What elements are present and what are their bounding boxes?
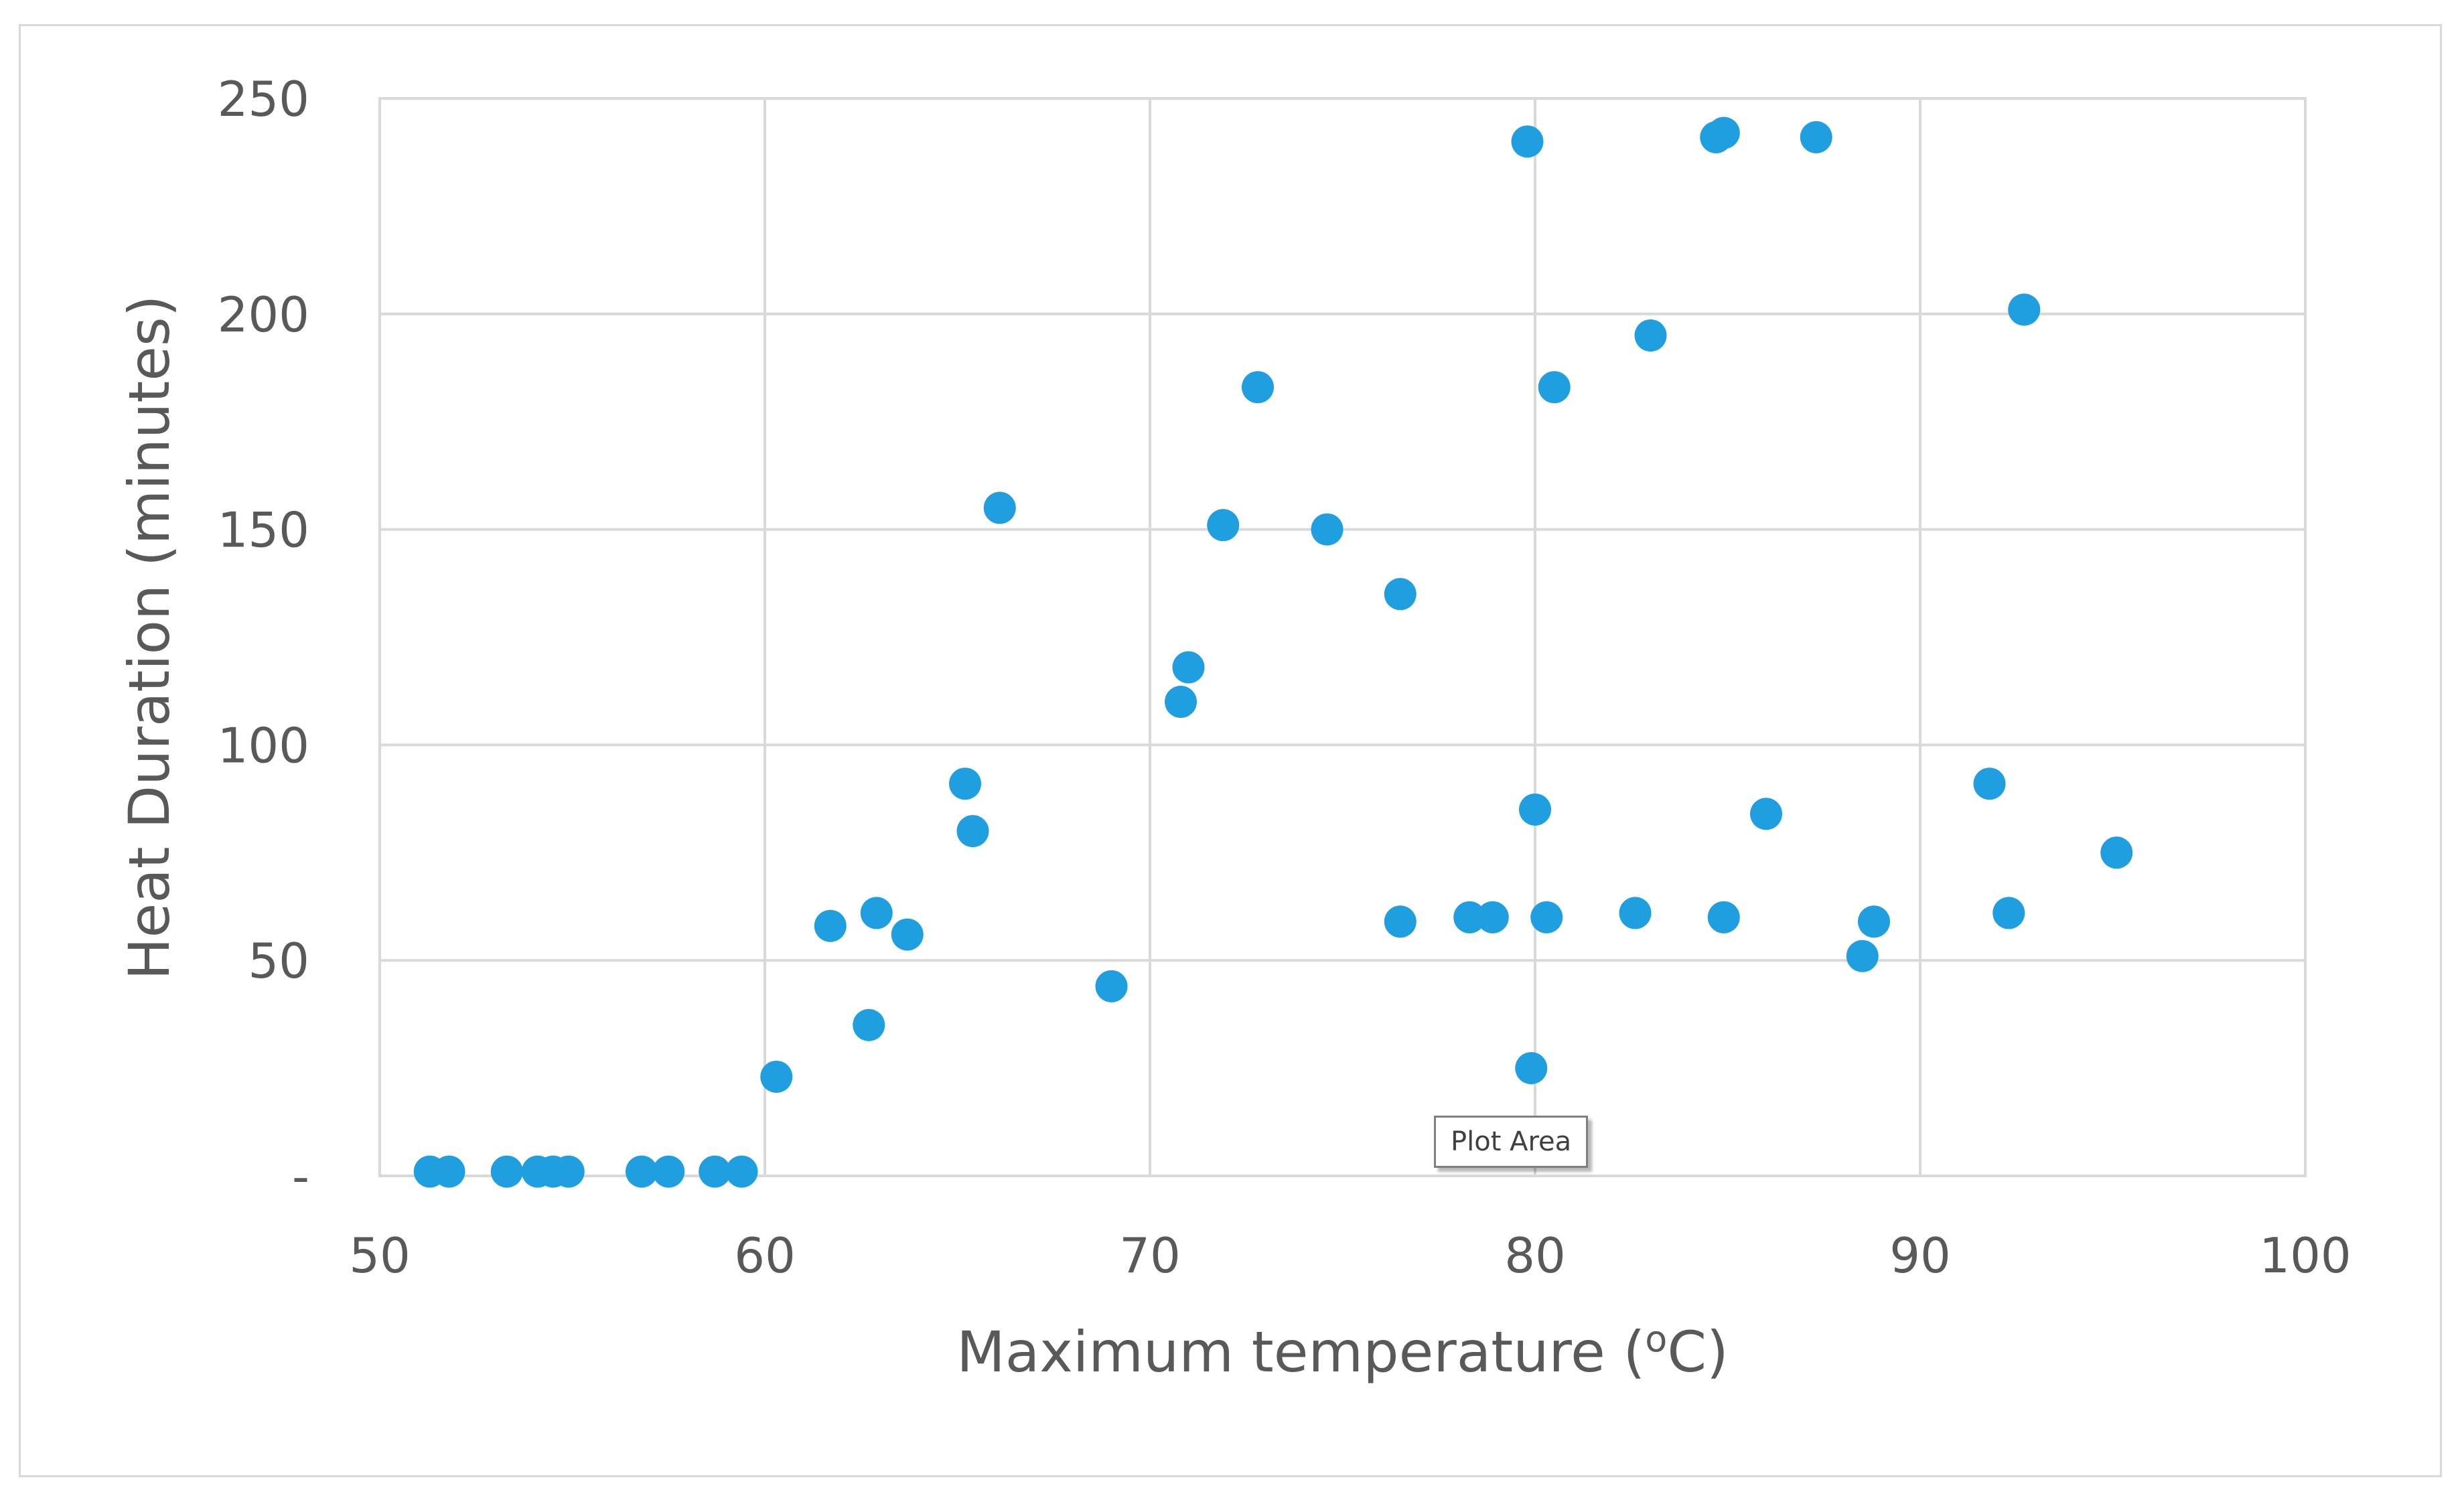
data-point[interactable]	[1476, 901, 1509, 933]
x-tick-label: 100	[2259, 1227, 2351, 1284]
data-point[interactable]	[552, 1155, 585, 1188]
data-point[interactable]	[1750, 798, 1782, 830]
data-point[interactable]	[891, 918, 924, 951]
y-axis-tick-labels: - 50 100 150 200 250	[218, 71, 309, 1205]
data-point[interactable]	[1242, 371, 1274, 404]
data-point[interactable]	[626, 1155, 658, 1188]
x-tick-label: 50	[349, 1227, 411, 1284]
data-point[interactable]	[1311, 513, 1344, 546]
y-tick-label: 100	[218, 717, 309, 773]
y-tick-label: 250	[218, 71, 309, 127]
data-point[interactable]	[1384, 578, 1417, 611]
y-tick-label: 150	[218, 502, 309, 558]
data-point[interactable]	[1707, 901, 1740, 933]
data-point[interactable]	[760, 1060, 793, 1093]
data-point[interactable]	[1165, 686, 1197, 719]
chart-frame	[19, 24, 2442, 1477]
data-point[interactable]	[725, 1155, 758, 1188]
data-point[interactable]	[814, 909, 847, 942]
data-point[interactable]	[1095, 970, 1128, 1002]
data-point[interactable]	[2100, 836, 2133, 869]
data-point[interactable]	[1538, 371, 1571, 404]
x-axis-tick-labels: 50 60 70 80 90 100	[349, 1227, 2351, 1284]
data-point[interactable]	[1453, 901, 1486, 933]
data-point[interactable]	[1511, 125, 1544, 158]
data-point[interactable]	[490, 1155, 523, 1188]
data-point[interactable]	[860, 897, 893, 929]
data-point[interactable]	[1619, 897, 1652, 929]
data-point[interactable]	[853, 1008, 885, 1041]
gridlines	[378, 97, 2307, 1177]
y-tick-label: 50	[248, 933, 309, 989]
data-point[interactable]	[1992, 897, 2025, 929]
plot-area-tooltip: Plot Area	[1434, 1116, 1589, 1168]
y-tick-label: -	[292, 1148, 309, 1205]
data-point[interactable]	[1846, 940, 1879, 972]
x-tick-label: 60	[734, 1227, 796, 1284]
data-point[interactable]	[983, 492, 1016, 524]
data-point[interactable]	[1207, 509, 1240, 542]
data-point[interactable]	[1707, 117, 1740, 149]
data-point[interactable]	[699, 1155, 731, 1188]
data-point[interactable]	[1384, 905, 1417, 938]
plot-area[interactable]	[378, 97, 2307, 1177]
x-axis-title-end: C)	[1667, 1319, 1728, 1385]
x-tick-label: 80	[1504, 1227, 1566, 1284]
data-point[interactable]	[949, 767, 981, 800]
y-axis-title: Heat Duration (minutes)	[117, 295, 182, 980]
data-point[interactable]	[1519, 793, 1551, 826]
data-point[interactable]	[1634, 319, 1667, 352]
x-axis-title: Maximum temperature (oC)	[956, 1318, 1729, 1385]
data-point[interactable]	[433, 1155, 465, 1188]
x-tick-label: 70	[1119, 1227, 1181, 1284]
x-tick-label: 90	[1889, 1227, 1951, 1284]
data-point[interactable]	[652, 1155, 685, 1188]
data-point[interactable]	[1800, 121, 1832, 153]
data-point[interactable]	[956, 815, 989, 848]
data-point[interactable]	[1172, 651, 1205, 684]
data-point[interactable]	[1858, 905, 1890, 938]
data-points	[413, 117, 2133, 1188]
data-point[interactable]	[1530, 901, 1563, 933]
data-point[interactable]	[1515, 1052, 1548, 1085]
x-axis-title-superscript: o	[1645, 1318, 1667, 1360]
data-point[interactable]	[1973, 767, 2006, 800]
y-tick-label: 200	[218, 287, 309, 343]
x-axis-title-main: Maximum temperature (	[956, 1319, 1645, 1385]
data-point[interactable]	[2008, 293, 2041, 326]
